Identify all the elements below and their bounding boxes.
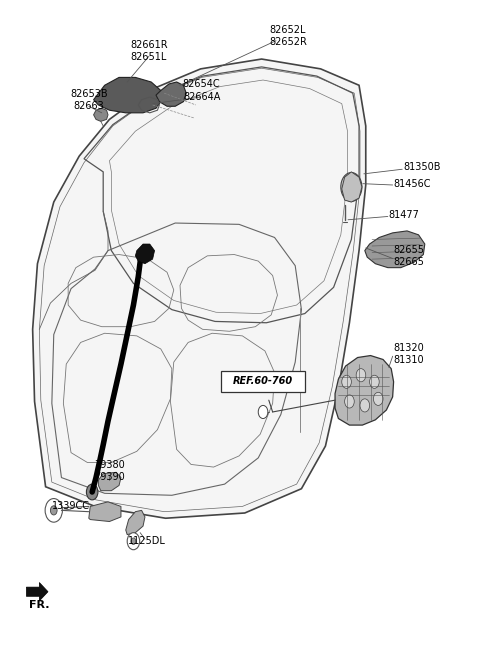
Text: 1125DL: 1125DL [128,536,165,546]
FancyBboxPatch shape [221,371,305,392]
Polygon shape [98,472,121,491]
Polygon shape [135,244,155,264]
Circle shape [373,392,383,405]
Polygon shape [365,231,425,268]
Circle shape [45,499,62,522]
Text: 82654C
82664A: 82654C 82664A [183,79,220,102]
Polygon shape [94,77,162,113]
Text: 82661R
82651L: 82661R 82651L [130,40,168,62]
Circle shape [356,369,366,382]
Text: REF.60-760: REF.60-760 [233,376,293,386]
Circle shape [360,399,370,412]
Text: 81350B: 81350B [403,162,441,173]
Circle shape [370,375,379,388]
Circle shape [341,173,362,201]
Polygon shape [26,583,48,601]
Text: 1339CC: 1339CC [52,501,90,512]
Circle shape [50,506,57,515]
Text: 82653B
82663: 82653B 82663 [70,89,108,111]
Circle shape [127,533,140,550]
Text: 79380
79390: 79380 79390 [94,460,125,482]
Text: 81456C: 81456C [394,178,431,189]
Circle shape [131,538,136,544]
Text: 82655
82665: 82655 82665 [394,245,425,267]
Polygon shape [342,172,362,202]
Text: 82652L
82652R: 82652L 82652R [269,25,307,47]
Circle shape [342,375,351,388]
Text: 81320
81310: 81320 81310 [394,343,424,365]
Circle shape [258,405,268,419]
Text: 81477: 81477 [389,210,420,220]
Polygon shape [335,356,394,425]
Polygon shape [156,82,186,106]
Polygon shape [94,108,108,121]
Circle shape [86,484,98,500]
Circle shape [345,395,354,408]
Polygon shape [33,59,366,518]
Polygon shape [126,510,145,535]
Text: FR.: FR. [29,600,49,610]
Polygon shape [89,502,121,522]
